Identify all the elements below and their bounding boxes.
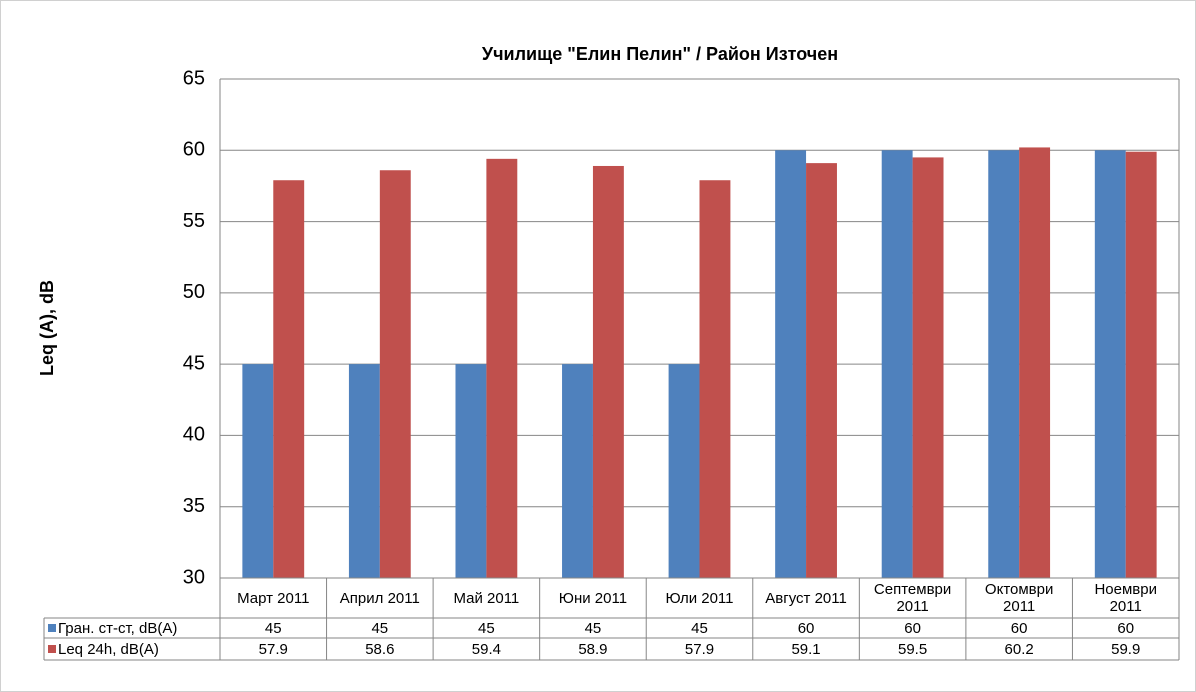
x-tick-label: Октомври 2011 <box>984 581 1054 615</box>
table-value-box: 59.9 <box>1111 640 1141 658</box>
x-tick-label: Август 2011 <box>765 589 847 607</box>
y-tick-label: 40 <box>183 424 205 446</box>
x-tick-label: Юли 2011 <box>665 589 734 607</box>
table-value: 45 <box>584 619 602 637</box>
bar <box>455 364 487 578</box>
y-tick-label: 45 <box>183 352 205 374</box>
table-value: 60 <box>797 619 815 637</box>
table-value-box: 60 <box>1117 619 1135 637</box>
table-value: 59.9 <box>1111 640 1141 658</box>
table-value: 45 <box>264 619 282 637</box>
bar <box>699 180 731 578</box>
x-tick-label: Май 2011 <box>453 589 520 607</box>
bar <box>806 163 837 579</box>
table-value: 60 <box>904 619 921 637</box>
legend-label: Leq 24h, dB(A) <box>58 641 159 658</box>
legend-key <box>48 645 56 653</box>
x-tick-label-box: Август 2011 <box>765 589 847 607</box>
bar <box>348 364 380 578</box>
bar <box>273 180 305 578</box>
table-value-box: 60.2 <box>1004 640 1034 658</box>
table-value: 60 <box>1010 619 1028 637</box>
table-value: 57.9 <box>684 640 715 658</box>
bar <box>881 150 913 579</box>
bar <box>486 158 518 578</box>
bar <box>775 150 807 579</box>
table-value-box: 45 <box>478 619 495 637</box>
table-value-box: 45 <box>371 619 389 637</box>
chart-title: Училище "Елин Пелин" / Район Източен <box>482 44 838 64</box>
y-tick-label: 50 <box>183 281 205 303</box>
bar <box>242 364 274 578</box>
table-value: 60.2 <box>1004 640 1034 658</box>
y-tick-label: 65 <box>183 67 205 89</box>
bar <box>562 364 593 578</box>
table-value: 58.6 <box>365 640 395 658</box>
table-value-box: 45 <box>691 619 708 637</box>
table-value: 59.1 <box>791 640 821 658</box>
x-tick-label-box: Ноември 2011 <box>1094 581 1157 615</box>
table-value: 60 <box>1117 619 1135 637</box>
table-value: 45 <box>691 619 708 637</box>
table-value-box: 57.9 <box>258 640 288 658</box>
x-tick-label-box: Октомври 2011 <box>984 581 1054 615</box>
bar <box>1019 147 1051 579</box>
bar <box>668 364 700 578</box>
x-tick-label-box: Април 2011 <box>339 589 420 607</box>
bar <box>988 150 1020 579</box>
x-tick-label: Март 2011 <box>237 589 310 607</box>
table-value-box: 60 <box>1010 619 1028 637</box>
x-tick-label-box: Март 2011 <box>237 589 310 607</box>
bar <box>592 165 624 578</box>
x-tick-label-box: Май 2011 <box>453 589 520 607</box>
table-value: 58.9 <box>578 640 608 658</box>
table-value-box: 45 <box>264 619 282 637</box>
table-value: 45 <box>371 619 389 637</box>
y-tick-label: 35 <box>183 495 205 517</box>
x-tick-label: Ноември 2011 <box>1094 581 1157 615</box>
legend-label: Гран. ст-ст, dB(A) <box>58 620 177 637</box>
table-value: 59.4 <box>471 640 501 658</box>
x-tick-label: Юни 2011 <box>558 589 628 607</box>
y-tick-label: 60 <box>183 139 205 161</box>
table-value-box: 59.5 <box>898 640 928 658</box>
table-value-box: 60 <box>904 619 921 637</box>
table-value-box: 45 <box>584 619 602 637</box>
bar <box>1125 151 1157 578</box>
y-tick-label: 30 <box>183 566 205 588</box>
table-value: 59.5 <box>898 640 928 658</box>
legend-key <box>48 624 56 632</box>
table-value-box: 60 <box>797 619 815 637</box>
table-value-box: 59.1 <box>791 640 821 658</box>
x-tick-label: Април 2011 <box>339 589 420 607</box>
y-axis-title: Leq (A), dB <box>37 280 57 376</box>
bar <box>1094 150 1126 579</box>
x-tick-label-box: Юни 2011 <box>558 589 628 607</box>
table-value-box: 58.9 <box>578 640 608 658</box>
x-tick-label: Септември 2011 <box>873 581 952 615</box>
table-value-box: 58.6 <box>365 640 395 658</box>
bar <box>379 170 411 578</box>
bar <box>912 157 944 578</box>
table-value: 57.9 <box>258 640 288 658</box>
y-tick-label: 55 <box>183 210 205 232</box>
x-tick-label-box: Септември 2011 <box>873 581 952 615</box>
table-value-box: 57.9 <box>684 640 715 658</box>
table-value-box: 59.4 <box>471 640 501 658</box>
table-value: 45 <box>478 619 495 637</box>
x-tick-label-box: Юли 2011 <box>665 589 734 607</box>
